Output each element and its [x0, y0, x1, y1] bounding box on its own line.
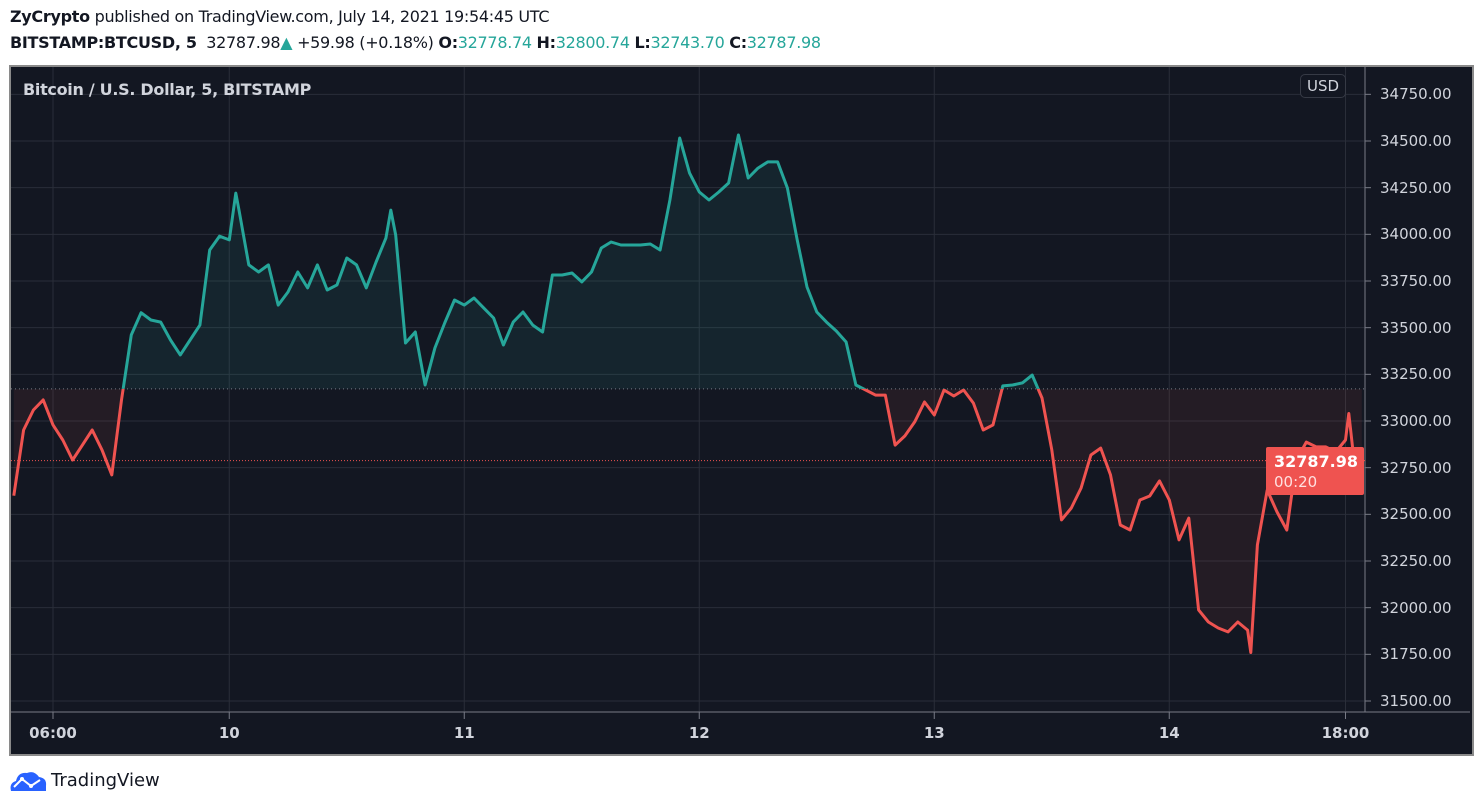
y-tick-label: 32000.00: [1380, 598, 1452, 617]
low-label: L:: [634, 33, 651, 52]
close-value: 32787.98: [746, 33, 821, 52]
y-tick-label: 33250.00: [1380, 365, 1452, 384]
brand-name: TradingView: [51, 769, 160, 791]
y-tick-label: 34500.00: [1380, 132, 1452, 150]
x-tick-label: 11: [453, 724, 475, 742]
change: +59.98 (+0.18%): [297, 33, 434, 52]
x-tick-label: 13: [923, 724, 945, 742]
publish-info: ZyCrypto published on TradingView.com, J…: [10, 7, 550, 26]
tradingview-cloud-icon: [10, 772, 47, 791]
published-text: published on TradingView.com, July 14, 2…: [94, 7, 550, 26]
y-tick-label: 31750.00: [1380, 645, 1452, 664]
x-tick-label: 14: [1158, 724, 1180, 742]
y-tick-label: 32500.00: [1380, 505, 1452, 524]
y-tick-label: 31500.00: [1380, 692, 1452, 710]
symbol: BITSTAMP:BTCUSD, 5: [10, 33, 197, 52]
open-value: 32778.74: [457, 33, 532, 52]
symbol-info: BITSTAMP:BTCUSD, 5 32787.98▲ +59.98 (+0.…: [10, 33, 821, 52]
price-series-down: [12, 388, 1364, 654]
tradingview-logo[interactable]: TradingView: [9, 769, 160, 791]
last-price-label: 32787.98 00:20: [1266, 447, 1364, 495]
y-tick-label: 33500.00: [1380, 318, 1452, 337]
baseline-area-down: [13, 388, 1362, 653]
last-price: 32787.98: [206, 33, 281, 52]
x-tick-label: 12: [688, 724, 710, 742]
y-tick-label: 34250.00: [1380, 178, 1452, 197]
currency-button[interactable]: USD: [1300, 74, 1347, 98]
low-value: 32743.70: [650, 33, 725, 52]
last-price-value: 32787.98: [1274, 452, 1359, 471]
author: ZyCrypto: [10, 7, 90, 26]
price-series-up: [121, 133, 1040, 389]
close-label: C:: [729, 33, 747, 52]
y-tick-label: 32750.00: [1380, 458, 1452, 477]
open-label: O:: [438, 33, 458, 52]
chart-panel[interactable]: [9, 65, 1474, 756]
baseline-area-up: [13, 135, 1362, 389]
chart-title: Bitcoin / U.S. Dollar, 5, BITSTAMP: [23, 80, 312, 99]
bar-countdown: 00:20: [1274, 473, 1318, 491]
y-tick-label: 34000.00: [1380, 225, 1452, 244]
y-tick-label: 34750.00: [1380, 85, 1452, 104]
high-value: 32800.74: [555, 33, 630, 52]
y-tick-label: 32250.00: [1380, 552, 1452, 570]
x-tick-label: 06:00: [29, 724, 77, 742]
y-tick-label: 33000.00: [1380, 412, 1452, 430]
x-tick-label: 10: [218, 724, 240, 742]
x-tick-label: 18:00: [1321, 724, 1370, 742]
up-triangle-icon: ▲: [280, 33, 293, 52]
y-tick-label: 33750.00: [1380, 272, 1452, 290]
high-label: H:: [536, 33, 557, 52]
